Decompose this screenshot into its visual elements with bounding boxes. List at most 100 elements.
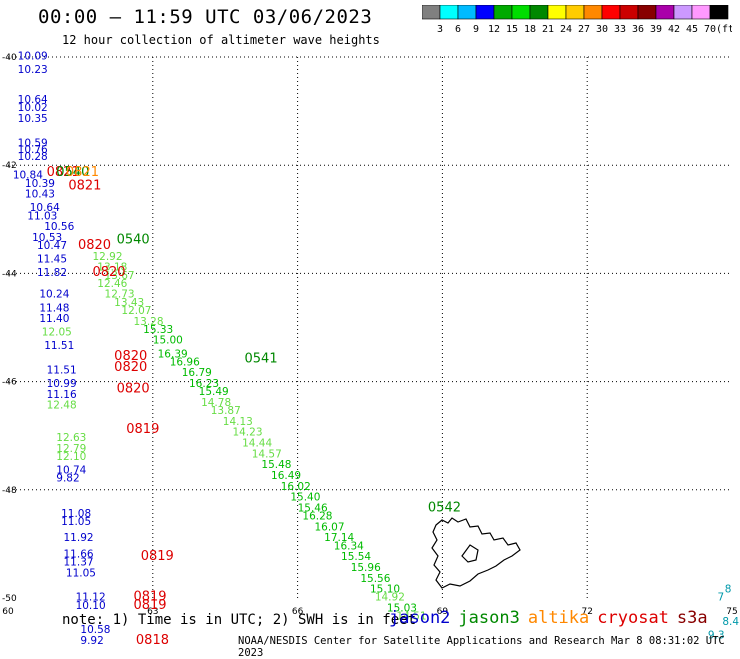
swh-label: 10.23: [18, 64, 48, 76]
swh-label: 13.67: [105, 270, 135, 282]
satellite-legend-item: cryosat: [597, 608, 669, 628]
swh-label: 12.10: [56, 451, 86, 463]
swh-label: 8: [725, 584, 732, 596]
swh-label: 11.82: [37, 267, 67, 279]
swh-label: 13.28: [133, 316, 163, 328]
swh-label: 9.82: [56, 473, 79, 485]
colorbar-label: 33: [614, 24, 626, 35]
swh-label: 15.03: [387, 603, 417, 615]
swh-label: 11.12: [76, 592, 106, 604]
swh-label: 14.78: [201, 397, 231, 409]
swh-label: 16.39: [158, 348, 188, 360]
swh-label: 10.64: [30, 202, 60, 214]
pass-time-label: 0821: [66, 165, 99, 180]
swh-label: 15.33: [143, 324, 173, 336]
swh-label: 16.96: [170, 356, 200, 368]
swh-label: 10.10: [76, 600, 106, 612]
lon-tick-label: 60: [2, 607, 14, 617]
satellite-legend-item: jason3: [458, 608, 520, 628]
lat-tick-label: -48: [2, 486, 17, 496]
swh-label: 14.51: [397, 611, 427, 623]
swh-label: 16.07: [314, 521, 344, 533]
swh-label: 13.18: [97, 262, 127, 274]
pass-time-label: 0820: [114, 349, 147, 364]
swh-label: 15.96: [351, 562, 381, 574]
pass-time-label: 0540: [117, 233, 150, 248]
swh-label: 10.53: [32, 232, 62, 244]
swh-label: 16.34: [334, 540, 364, 552]
swh-label: 10.84: [13, 170, 43, 182]
swh-label: 15.40: [290, 492, 320, 504]
colorbar-label: 18: [524, 24, 536, 35]
pass-time-label: 0542: [428, 500, 461, 515]
swh-label: 12.05: [42, 327, 72, 339]
swh-label: 11.45: [37, 254, 67, 266]
map-title: 00:00 – 11:59 UTC 03/06/2023: [38, 6, 373, 28]
colorbar-label: 9: [473, 24, 479, 35]
satellite-legend-item: s3a: [676, 608, 708, 628]
swh-label: 7: [718, 592, 725, 604]
satellite-legend-item: jason2: [389, 608, 451, 628]
satellite-legend: jason2 jason3 altika cryosat s3a: [389, 608, 716, 628]
lon-tick-label: 66: [292, 607, 304, 617]
colorbar-label: 3: [437, 24, 443, 35]
lon-tick-label: 69: [437, 607, 449, 617]
colorbar-label: 12: [488, 24, 500, 35]
colorbar-label: 45: [686, 24, 698, 35]
swh-label: 14.57: [252, 448, 282, 460]
swh-label: 15.56: [360, 573, 390, 585]
footer-note: note: 1) Time is in UTC; 2) SWH is in fe…: [62, 612, 417, 628]
lat-tick-label: -42: [2, 161, 17, 171]
swh-label: 11.66: [64, 548, 94, 560]
swh-label: 10.35: [18, 113, 48, 125]
swh-label: 11.05: [61, 516, 91, 528]
swh-label: 17.14: [324, 532, 354, 544]
swh-label: 9.92: [80, 635, 103, 647]
colorbar-label: 36: [632, 24, 644, 35]
swh-label: 11.08: [61, 508, 91, 520]
lat-tick-label: -50: [2, 594, 17, 604]
swh-label: 10.76: [18, 144, 48, 156]
swh-label: 11.51: [44, 340, 74, 352]
swh-label: 10.56: [44, 221, 74, 233]
swh-label: 11.16: [47, 389, 77, 401]
pass-time-label: 0819: [133, 598, 166, 613]
satellite-legend-item: altika: [527, 608, 590, 628]
colorbar-label: (ft): [716, 24, 732, 35]
island-outline: [431, 517, 521, 589]
pass-time-label: 0820: [78, 238, 111, 253]
colorbar-swatch: [709, 5, 729, 20]
lat-tick-label: -40: [2, 53, 17, 63]
swh-label: 12.79: [56, 443, 86, 455]
pass-time-label: 0820: [114, 360, 147, 375]
swh-label: 10.02: [18, 102, 48, 114]
swh-label: 10.43: [25, 189, 55, 201]
swh-label: 10.59: [18, 137, 48, 149]
swh-label: 10.99: [47, 378, 77, 390]
pass-time-label: 0819: [126, 422, 159, 437]
swh-label: 13.87: [211, 405, 241, 417]
swh-label: 10.47: [37, 240, 67, 252]
swh-label: 11.05: [66, 567, 96, 579]
swh-label: 13.43: [114, 297, 144, 309]
swh-label: 8.4: [722, 616, 739, 628]
pass-time-label: 0541: [245, 352, 278, 367]
swh-label: 16.28: [302, 511, 332, 523]
pass-time-label: 0820: [92, 265, 125, 280]
swh-label: 11.37: [64, 557, 94, 569]
colorbar-label: 27: [578, 24, 590, 35]
swh-label: 15.10: [370, 584, 400, 596]
swh-label: 16.23: [189, 378, 219, 390]
lon-tick-label: 72: [581, 607, 592, 617]
swh-label: 11.03: [27, 210, 57, 222]
swh-label: 10.74: [56, 465, 86, 477]
swh-label: 14.23: [232, 427, 262, 439]
lon-tick-label: 63: [147, 607, 158, 617]
swh-label: 11.40: [39, 313, 69, 325]
swh-label: 16.79: [182, 367, 212, 379]
swh-label: 9.3: [708, 630, 725, 642]
swh-label: 15.54: [341, 551, 371, 563]
lon-tick-label: 75: [726, 607, 737, 617]
